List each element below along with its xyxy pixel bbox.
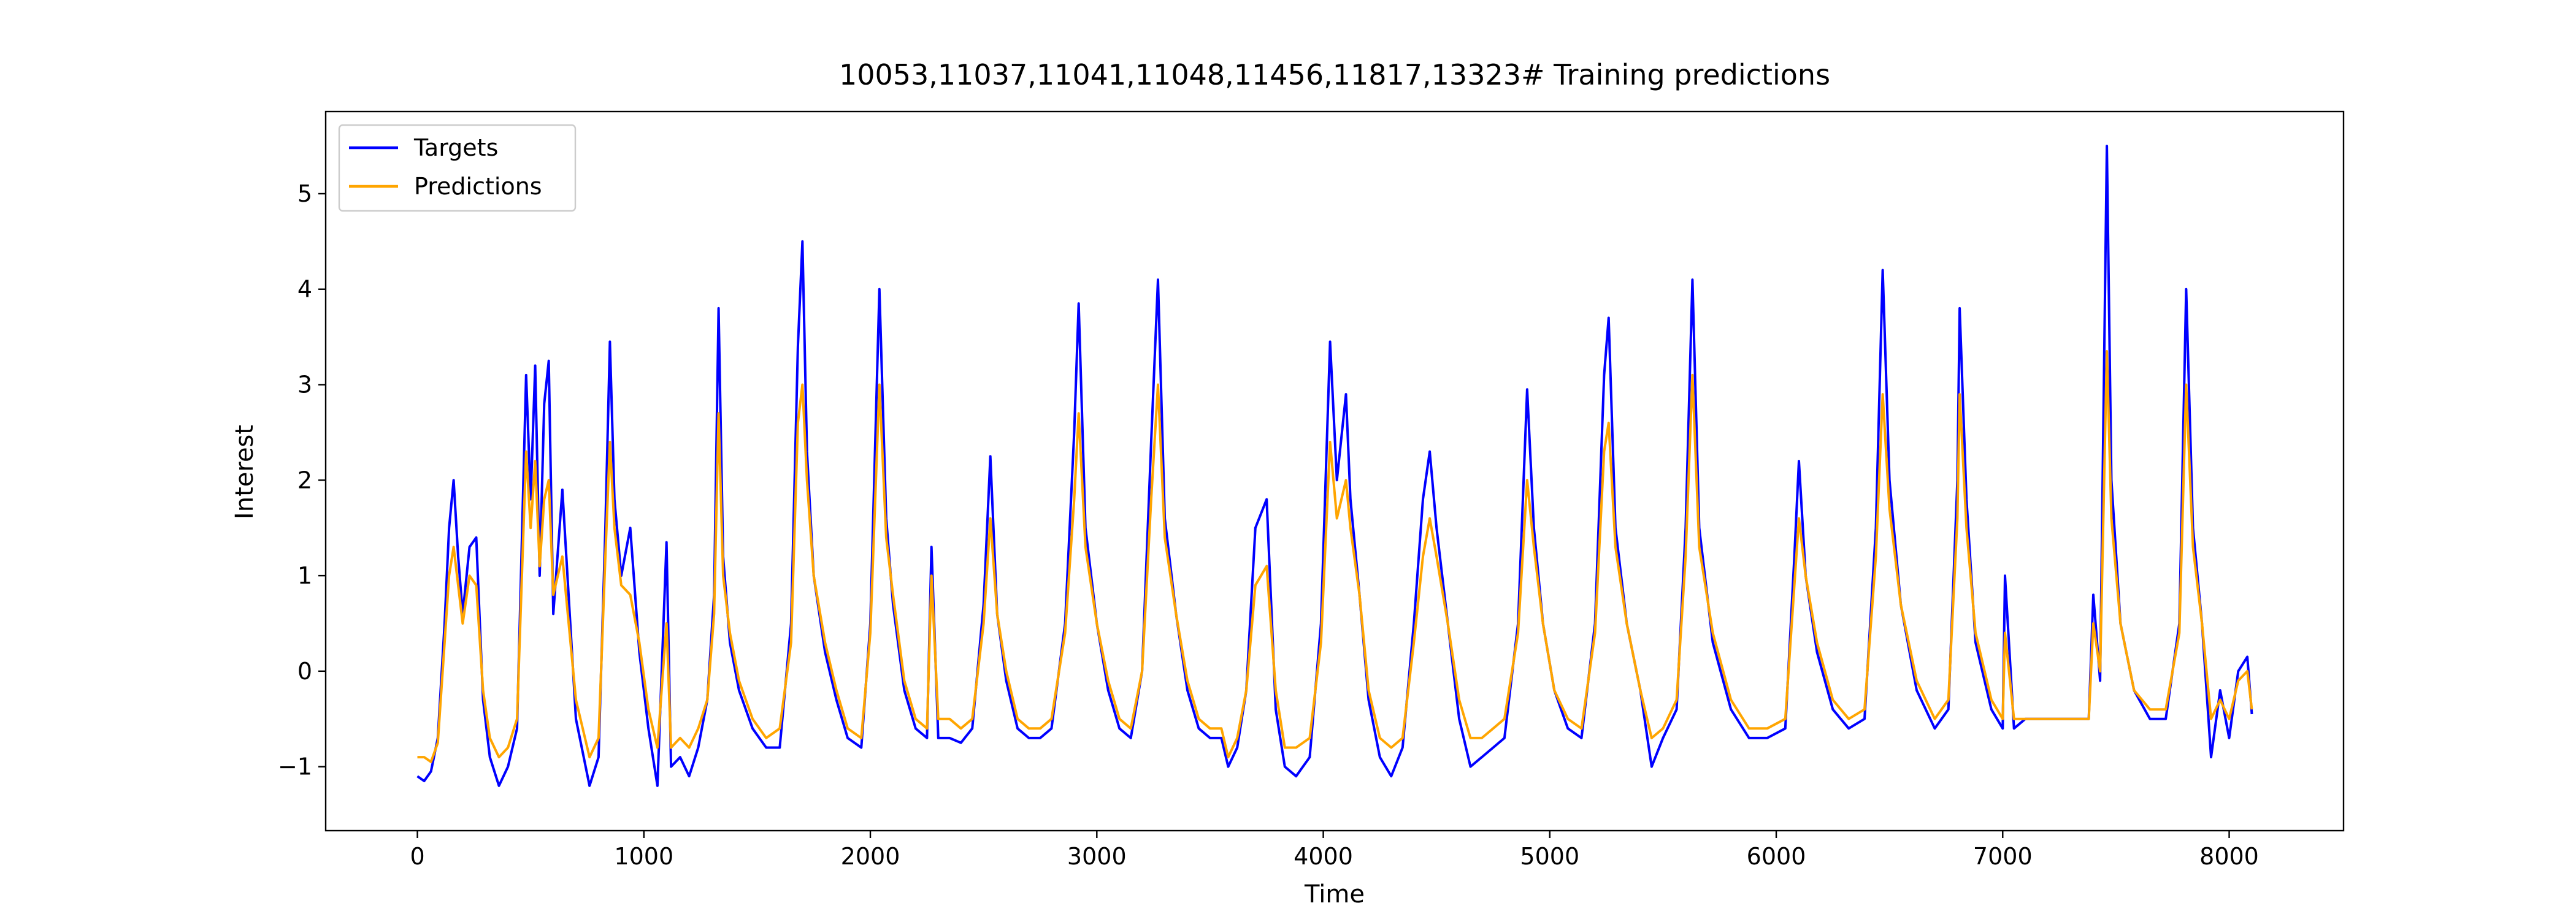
y-tick-label: −1 <box>278 753 312 780</box>
legend-label: Targets <box>413 134 498 161</box>
x-tick-label: 5000 <box>1520 843 1579 870</box>
y-tick-label: 4 <box>297 276 312 303</box>
x-tick-label: 0 <box>410 843 424 870</box>
x-tick-label: 8000 <box>2199 843 2259 870</box>
x-tick-label: 6000 <box>1747 843 1806 870</box>
x-tick-label: 7000 <box>1973 843 2033 870</box>
x-tick-label: 3000 <box>1067 843 1127 870</box>
legend-box <box>338 124 577 212</box>
y-tick-label: 5 <box>297 180 312 207</box>
x-axis-label: Time <box>1304 880 1365 909</box>
y-tick-label: 0 <box>297 658 312 685</box>
x-tick-label: 4000 <box>1294 843 1353 870</box>
x-tick-label: 2000 <box>841 843 900 870</box>
series-line <box>417 350 2253 763</box>
y-tick-label: 1 <box>297 562 312 589</box>
y-tick-label: 2 <box>297 467 312 493</box>
x-tick-label: 1000 <box>614 843 673 870</box>
legend-label: Predictions <box>414 173 542 200</box>
series-line <box>416 145 2253 787</box>
plot-area <box>416 145 2253 787</box>
chart-title: 10053,11037,11041,11048,11456,11817,1332… <box>839 58 1830 91</box>
plot-frame <box>324 110 2345 832</box>
legend: Targets Predictions <box>338 124 577 212</box>
y-axis-label: Interest <box>231 425 259 519</box>
y-tick-label: 3 <box>297 371 312 398</box>
